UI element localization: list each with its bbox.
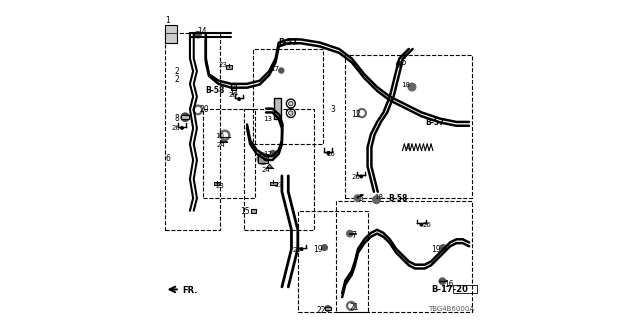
Bar — [251, 210, 255, 213]
Bar — [203, 109, 255, 198]
Text: 18: 18 — [401, 82, 410, 87]
Bar — [226, 66, 232, 69]
Text: 26: 26 — [292, 247, 301, 253]
Text: 4: 4 — [406, 143, 410, 152]
Circle shape — [260, 156, 266, 162]
Circle shape — [271, 150, 276, 156]
Text: 2: 2 — [175, 67, 179, 76]
Text: 16: 16 — [444, 280, 454, 289]
Circle shape — [257, 153, 269, 164]
Text: TBG4B6000A: TBG4B6000A — [428, 306, 474, 312]
Circle shape — [181, 113, 189, 121]
Circle shape — [238, 98, 241, 100]
Circle shape — [355, 195, 360, 201]
Bar — [258, 154, 268, 163]
Text: 10: 10 — [215, 133, 224, 139]
Text: 22: 22 — [317, 306, 326, 315]
Bar — [164, 33, 220, 230]
Text: 24: 24 — [217, 142, 225, 148]
Circle shape — [347, 301, 356, 310]
Text: 23: 23 — [275, 182, 284, 188]
Polygon shape — [266, 164, 273, 168]
Circle shape — [396, 61, 402, 67]
Text: B-57: B-57 — [426, 118, 445, 127]
Text: 26: 26 — [352, 174, 360, 180]
Text: B-17-20: B-17-20 — [431, 285, 468, 294]
Bar — [336, 201, 472, 312]
Bar — [346, 55, 472, 198]
Text: 13: 13 — [263, 116, 272, 122]
Bar — [164, 25, 177, 43]
Bar — [453, 285, 477, 293]
Text: 14: 14 — [197, 27, 207, 36]
Text: B-57: B-57 — [278, 38, 298, 47]
Text: 26: 26 — [228, 92, 237, 98]
Text: 19: 19 — [431, 245, 441, 254]
Text: 26: 26 — [172, 125, 180, 131]
Text: 17: 17 — [263, 151, 272, 157]
Text: 17: 17 — [271, 66, 280, 72]
Circle shape — [222, 133, 227, 138]
Bar — [181, 115, 189, 119]
Text: 25: 25 — [397, 58, 407, 67]
Circle shape — [321, 245, 327, 251]
Circle shape — [279, 68, 284, 73]
Circle shape — [220, 130, 230, 140]
Text: B-58: B-58 — [388, 194, 408, 203]
Text: 12: 12 — [351, 110, 360, 119]
Text: 21: 21 — [349, 303, 358, 312]
Circle shape — [289, 101, 293, 106]
Circle shape — [360, 111, 364, 115]
Text: 11: 11 — [230, 88, 239, 97]
Circle shape — [195, 108, 200, 112]
Text: 6: 6 — [165, 154, 170, 163]
Text: 3: 3 — [330, 105, 335, 114]
Bar — [253, 49, 323, 144]
Circle shape — [300, 248, 303, 250]
Text: 1: 1 — [165, 16, 170, 25]
Circle shape — [325, 306, 331, 311]
Text: 8: 8 — [175, 114, 179, 123]
Text: 23: 23 — [216, 183, 225, 189]
Text: 2: 2 — [175, 75, 179, 84]
Bar — [274, 98, 281, 119]
Circle shape — [420, 223, 423, 226]
Circle shape — [193, 105, 203, 115]
Bar — [214, 182, 220, 185]
Text: B-58: B-58 — [205, 86, 225, 95]
Circle shape — [360, 175, 362, 178]
Circle shape — [349, 304, 353, 308]
Text: 9: 9 — [263, 156, 268, 162]
Circle shape — [440, 245, 446, 251]
Polygon shape — [221, 138, 227, 142]
Text: 18: 18 — [374, 195, 383, 200]
Text: 26: 26 — [327, 151, 336, 157]
Circle shape — [357, 108, 366, 117]
Bar — [230, 83, 236, 90]
Circle shape — [327, 152, 330, 154]
Circle shape — [195, 32, 201, 38]
Circle shape — [180, 127, 183, 129]
Text: 7: 7 — [352, 231, 356, 240]
Circle shape — [408, 83, 416, 91]
Text: 24: 24 — [262, 167, 271, 173]
Text: 23: 23 — [218, 62, 227, 68]
Text: 19: 19 — [313, 245, 323, 254]
Circle shape — [439, 278, 445, 284]
Text: 26: 26 — [422, 222, 431, 228]
Bar — [298, 211, 367, 312]
Circle shape — [347, 230, 353, 237]
Text: 15: 15 — [241, 207, 250, 216]
Circle shape — [372, 196, 380, 204]
Text: 5: 5 — [358, 194, 364, 203]
Circle shape — [289, 111, 293, 115]
Bar — [244, 109, 314, 230]
Text: FR.: FR. — [182, 286, 198, 295]
Bar — [270, 181, 276, 185]
Bar — [324, 307, 331, 310]
Text: 20: 20 — [200, 105, 209, 114]
